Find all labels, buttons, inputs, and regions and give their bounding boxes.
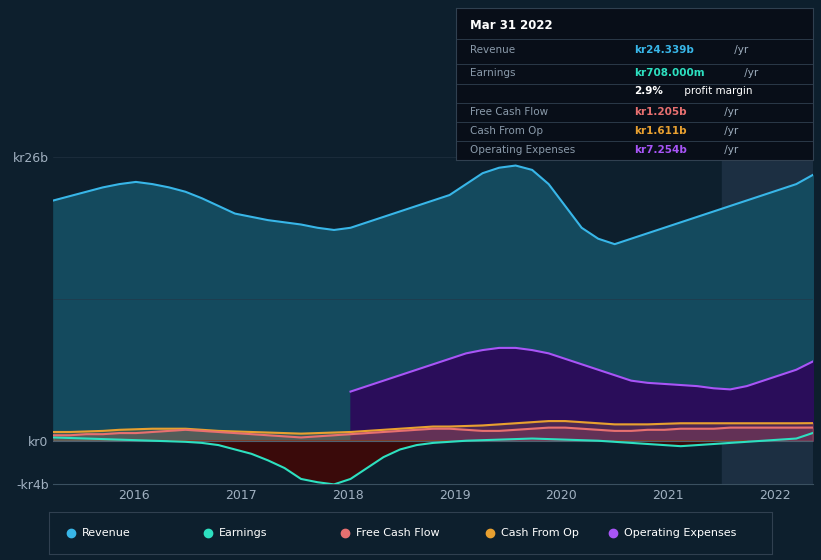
Text: Cash From Op: Cash From Op	[470, 126, 543, 136]
Text: /yr: /yr	[722, 145, 739, 155]
Text: kr24.339b: kr24.339b	[635, 45, 694, 55]
Text: profit margin: profit margin	[681, 86, 753, 96]
Text: /yr: /yr	[732, 45, 749, 55]
Text: /yr: /yr	[722, 107, 739, 117]
Text: kr1.205b: kr1.205b	[635, 107, 687, 117]
Text: /yr: /yr	[722, 126, 739, 136]
Text: /yr: /yr	[741, 68, 759, 78]
Text: Earnings: Earnings	[470, 68, 516, 78]
Text: Revenue: Revenue	[82, 529, 131, 538]
Text: Revenue: Revenue	[470, 45, 515, 55]
Text: Operating Expenses: Operating Expenses	[470, 145, 576, 155]
Bar	[722, 157, 813, 484]
Text: Free Cash Flow: Free Cash Flow	[470, 107, 548, 117]
Text: kr708.000m: kr708.000m	[635, 68, 705, 78]
Text: Earnings: Earnings	[219, 529, 268, 538]
Text: kr7.254b: kr7.254b	[635, 145, 687, 155]
Text: Cash From Op: Cash From Op	[501, 529, 579, 538]
Text: kr1.611b: kr1.611b	[635, 126, 687, 136]
Text: Mar 31 2022: Mar 31 2022	[470, 19, 553, 32]
Text: Operating Expenses: Operating Expenses	[624, 529, 736, 538]
Text: Free Cash Flow: Free Cash Flow	[356, 529, 440, 538]
Text: 2.9%: 2.9%	[635, 86, 663, 96]
